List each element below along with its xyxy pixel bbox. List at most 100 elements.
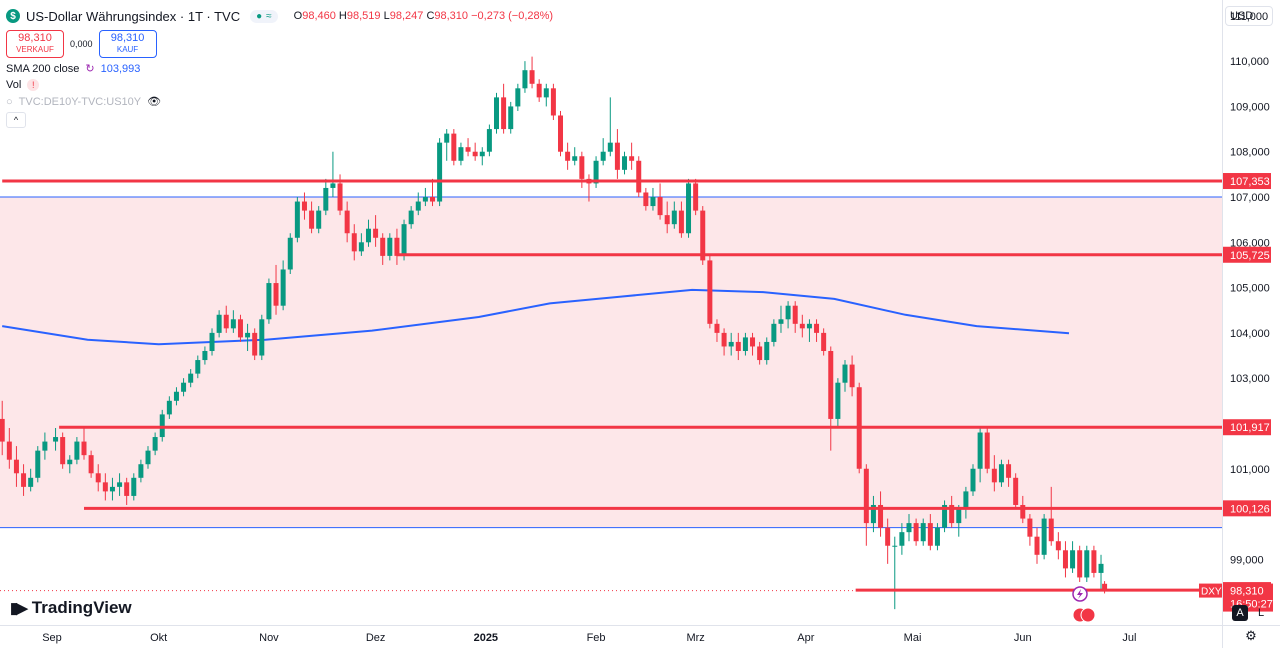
candle-up (600, 151, 606, 161)
candle-up (963, 491, 969, 510)
sma-indicator[interactable]: SMA 200 close ↻ 103,993 (6, 62, 553, 76)
candle-up (1041, 518, 1047, 555)
candle-down (878, 504, 884, 528)
candle-up (181, 382, 187, 392)
candle-down (95, 473, 101, 483)
candle-down (693, 183, 699, 211)
currency-select[interactable]: USD (1225, 6, 1273, 26)
candle-down (1034, 536, 1040, 555)
candle-up (422, 197, 428, 202)
ohlc-label: C (426, 10, 435, 22)
sma-label: SMA 200 close (6, 62, 80, 75)
change-value: −0,273 (−0,28%) (471, 10, 554, 22)
candle-up (508, 106, 514, 130)
candle-up (956, 509, 962, 524)
candle-up (188, 373, 194, 383)
time-tick-label: Jul (1122, 632, 1136, 644)
time-axis[interactable]: Sep Okt Nov Dez 2025 Feb Mrz Apr Mai Jun Jul (42, 632, 1136, 644)
candle-up (415, 201, 421, 211)
candle-up (622, 156, 628, 170)
symbol-title[interactable]: US-Dollar Währungsindex · 1T · TVC (26, 8, 241, 24)
candle-down (757, 346, 763, 361)
candle-down (913, 523, 919, 542)
time-tick-label: Dez (366, 632, 386, 644)
candle-down (344, 210, 350, 234)
time-tick-label: Apr (797, 632, 814, 644)
candle-down (558, 115, 564, 152)
candle-up (280, 269, 286, 306)
collapse-legend-button[interactable]: ^ (6, 112, 26, 128)
candle-up (842, 364, 848, 383)
candle-down (550, 88, 556, 116)
level-price-tag (1223, 173, 1271, 190)
time-tick-label: 2025 (474, 632, 498, 644)
level-price-label: 107,353 (1230, 176, 1270, 188)
time-tick-label: Mai (904, 632, 922, 644)
candle-up (117, 482, 123, 487)
price-axis[interactable]: 99,000101,000102,000103,000104,000105,00… (1199, 11, 1273, 612)
ohlc-values: O98,460 H98,519 L98,247 C98,310 −0,273 (… (294, 10, 553, 22)
us-flag-event-icon[interactable] (1080, 607, 1096, 623)
candle-up (294, 201, 300, 238)
candle-down (714, 323, 720, 333)
candle-down (465, 147, 471, 152)
sma-line (2, 288, 1070, 346)
candle-down (636, 160, 642, 193)
trade-buttons: 98,310 VERKAUF 0,000 98,310 KAUF (6, 30, 553, 58)
levels (0, 179, 1222, 592)
events-markers[interactable] (1070, 586, 1106, 626)
candle-up (365, 228, 371, 243)
candle-up (109, 486, 115, 492)
sell-button[interactable]: 98,310 VERKAUF (6, 30, 64, 58)
eye-hidden-icon[interactable]: 👁 (147, 96, 162, 108)
candle-down (1055, 541, 1061, 551)
candle-down (1077, 550, 1083, 578)
ohlc-value: 98,519 (346, 10, 381, 22)
candle-down (664, 215, 670, 225)
candle-up (778, 319, 784, 324)
candle-down (351, 233, 357, 252)
candle-up (195, 360, 201, 374)
candle-down (991, 468, 997, 483)
candle-up (67, 459, 73, 465)
level-price-label: 105,725 (1230, 250, 1270, 262)
market-status-pill[interactable]: ● ≈ (250, 9, 278, 23)
candle-up (572, 156, 578, 161)
symbol-tag-label: DXY (1201, 587, 1222, 598)
candle-up (728, 341, 734, 347)
candle-up (152, 437, 158, 451)
candle-up (42, 441, 48, 451)
candle-down (0, 418, 5, 442)
candle-down (1091, 550, 1097, 573)
ohlc-label: H (338, 10, 347, 22)
buy-button[interactable]: 98,310 KAUF (98, 30, 157, 58)
price-tick-label: 110,000 (1230, 56, 1269, 68)
candle-down (273, 283, 279, 306)
ohlc-label: O (293, 10, 303, 22)
candle-up (970, 468, 976, 492)
zone-fill (0, 197, 1222, 528)
candle-up (230, 319, 236, 329)
symbol-logo-icon: $ (6, 9, 20, 23)
candle-up (28, 477, 34, 487)
candle-up (173, 391, 179, 401)
candle-up (543, 88, 549, 98)
price-tick-label: 101,000 (1230, 464, 1270, 476)
auto-scale-button[interactable]: A (1232, 605, 1248, 621)
market-open-icon: ● (256, 10, 263, 22)
candle-up (771, 323, 777, 342)
candle-down (849, 364, 855, 388)
candle-up (401, 224, 407, 256)
candle-down (927, 523, 933, 546)
candle-down (102, 482, 108, 492)
log-scale-button[interactable]: L (1257, 607, 1265, 619)
candle-down (88, 455, 94, 474)
candle-up (408, 210, 414, 225)
candle-up (671, 210, 677, 225)
volume-indicator[interactable]: Vol ! (6, 79, 553, 91)
compare-indicator[interactable]: ○ TVC:DE10Y-TVC:US10Y 👁 (6, 95, 553, 109)
warning-icon[interactable]: ! (27, 79, 40, 91)
gear-icon[interactable]: ⚙ (1245, 628, 1257, 643)
tradingview-logo[interactable]: ▮▶ TradingView (10, 598, 132, 618)
